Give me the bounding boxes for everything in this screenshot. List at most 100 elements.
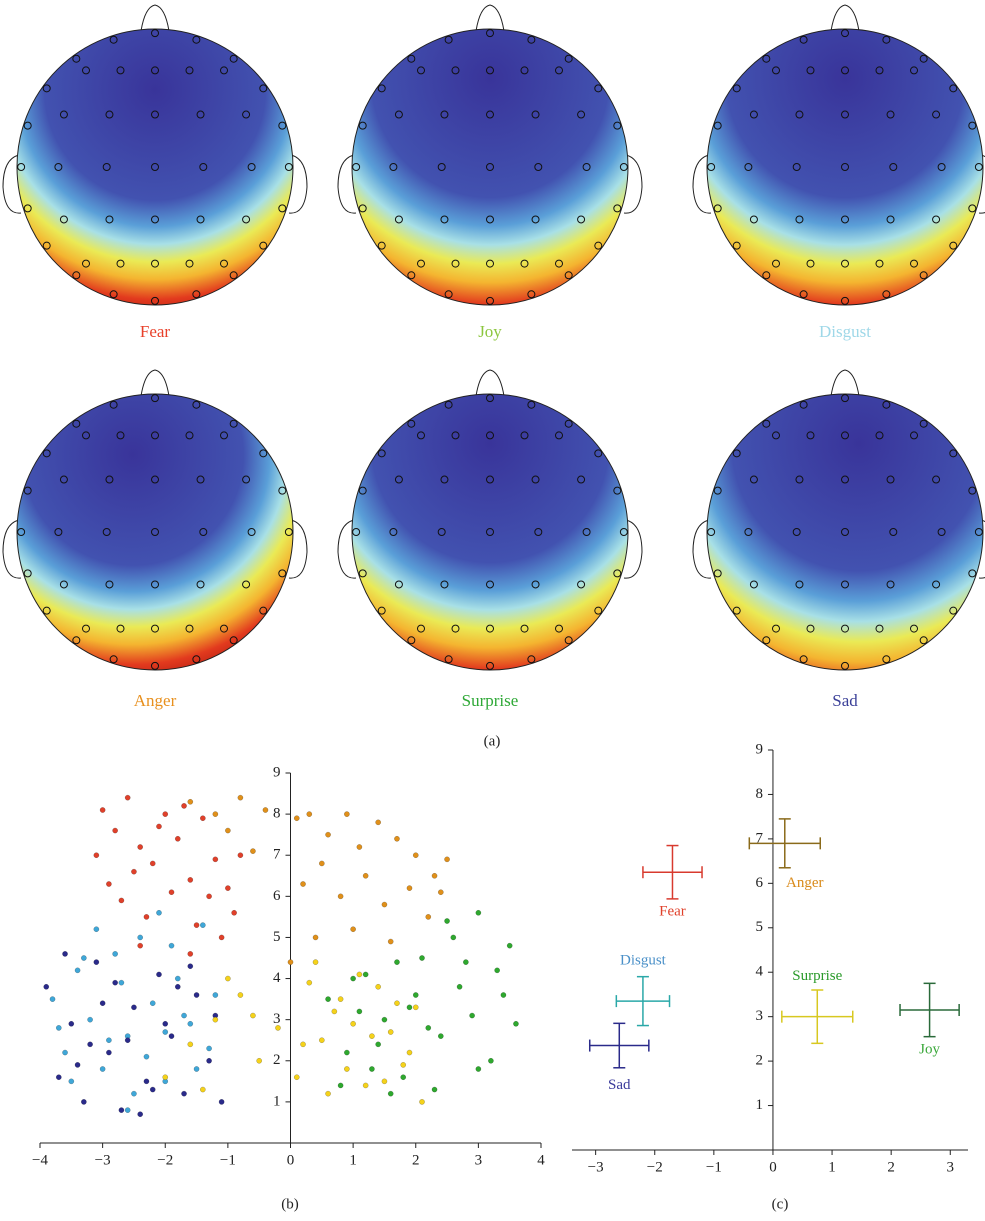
series-label: Surprise — [792, 968, 842, 984]
electrode — [613, 569, 622, 578]
point — [369, 1066, 375, 1072]
electrode — [486, 528, 494, 536]
x-tick-label: −4 — [32, 1152, 48, 1168]
point — [68, 1020, 75, 1027]
electrode — [220, 431, 228, 440]
electrode — [555, 431, 563, 440]
electrode — [72, 419, 81, 428]
y-tick-label: 4 — [273, 970, 281, 986]
electrode — [527, 400, 536, 409]
electrode — [23, 121, 32, 130]
electrode — [886, 580, 895, 589]
point — [513, 1020, 519, 1027]
point — [137, 1111, 144, 1118]
electrode — [762, 419, 771, 428]
electrode — [762, 271, 771, 280]
electrode — [151, 624, 159, 633]
electrode — [23, 486, 32, 495]
electrode — [437, 163, 446, 171]
x-tick-label: −3 — [95, 1152, 111, 1168]
point — [187, 798, 194, 805]
point — [250, 1012, 256, 1019]
electrode — [59, 475, 68, 484]
point — [225, 827, 231, 834]
point — [112, 951, 119, 957]
topomap-label: Sad — [832, 691, 858, 710]
point — [312, 959, 319, 965]
point — [187, 1041, 194, 1048]
y-tick-label: 1 — [273, 1093, 281, 1109]
electrode — [229, 419, 238, 428]
electrode — [744, 163, 753, 171]
point — [287, 959, 294, 965]
point — [275, 1025, 281, 1031]
electrode — [910, 66, 918, 75]
electrode — [564, 636, 573, 645]
electrode — [440, 110, 449, 119]
point — [425, 1025, 432, 1031]
electrode — [199, 528, 208, 536]
point — [381, 1078, 388, 1085]
electrode — [105, 215, 114, 224]
point — [74, 967, 81, 974]
point — [199, 815, 206, 822]
point — [174, 983, 181, 990]
point — [99, 1000, 106, 1007]
point — [162, 1020, 169, 1027]
ear — [337, 154, 357, 214]
electrode — [407, 636, 416, 645]
nose — [475, 4, 505, 32]
electrode — [377, 84, 386, 93]
electrode — [882, 35, 891, 44]
electrode — [116, 431, 125, 440]
electrode — [520, 259, 529, 268]
electrode — [968, 121, 977, 130]
electrode — [278, 204, 287, 213]
point — [206, 1045, 212, 1052]
electrode — [932, 110, 941, 119]
electrode — [762, 636, 771, 645]
point — [156, 909, 162, 916]
electrode — [394, 580, 403, 589]
electrode — [389, 528, 398, 536]
point — [199, 1086, 206, 1093]
y-tick-label: 6 — [755, 875, 763, 891]
y-tick-label: 8 — [755, 786, 763, 802]
electrode — [417, 66, 425, 75]
electrode — [841, 215, 849, 224]
ear — [2, 154, 22, 214]
electrode — [242, 110, 251, 119]
electrode — [534, 528, 543, 536]
point — [212, 856, 219, 863]
y-tick-label: 8 — [273, 806, 281, 822]
point — [162, 1029, 169, 1035]
electrode — [594, 606, 603, 615]
point — [400, 1074, 407, 1081]
electrode — [105, 110, 114, 119]
electrode — [772, 624, 780, 633]
electrode — [974, 163, 983, 171]
point — [124, 1037, 131, 1044]
point — [187, 963, 194, 970]
electrode — [772, 66, 780, 75]
electrode — [407, 54, 416, 63]
electrode — [732, 606, 741, 615]
point — [212, 992, 219, 998]
point — [444, 918, 450, 924]
electrode — [109, 35, 118, 44]
electrode — [799, 290, 808, 299]
electrode — [23, 204, 32, 213]
electrode — [577, 215, 586, 224]
electrode — [919, 419, 928, 428]
electrode — [192, 400, 201, 409]
point — [131, 1090, 137, 1097]
point — [106, 881, 112, 887]
point — [419, 955, 425, 961]
point — [62, 951, 68, 957]
electrode — [102, 528, 111, 536]
electrode — [875, 624, 884, 633]
electrode — [841, 163, 849, 171]
electrode — [102, 163, 111, 171]
x-tick-label: 1 — [828, 1159, 836, 1175]
